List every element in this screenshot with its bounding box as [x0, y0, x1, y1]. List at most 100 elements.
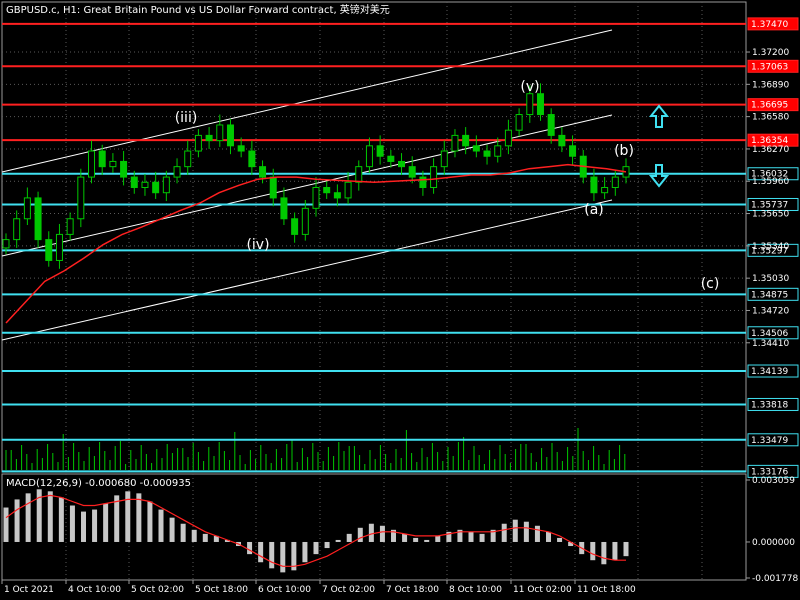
candle-body [120, 160, 128, 178]
macd-hist-bar [158, 509, 164, 542]
macd-hist-bar [601, 541, 607, 565]
candle-body [590, 176, 598, 194]
macd-hist-bar [523, 521, 529, 542]
cyan-level-tag [747, 364, 799, 378]
candle-body [184, 150, 192, 168]
macd-hist-bar [224, 539, 230, 542]
wave-label: (iii) [175, 110, 198, 126]
candle-body [45, 239, 53, 261]
candle-body [312, 186, 320, 209]
candle-body [398, 160, 406, 168]
macd-hist-bar [313, 541, 319, 555]
time-tick-label: 1 Oct 2021 [4, 585, 54, 595]
candle-body [237, 145, 245, 152]
cyan-level-tag [747, 167, 799, 181]
candle-body [515, 114, 523, 131]
macd-hist-bar [413, 537, 419, 542]
candle-body [23, 197, 31, 220]
candle-body [472, 145, 480, 152]
macd-hist-bar [590, 541, 596, 561]
macd-hist-bar [612, 541, 618, 561]
candle-body [430, 166, 438, 188]
candle-body [162, 176, 170, 194]
ma-line [5, 163, 627, 324]
macd-label: MACD(12,26,9) -0.000680 -0.000935 [6, 478, 191, 489]
red-level-label: 1.37470 [751, 20, 788, 30]
candle-body [494, 145, 502, 157]
arrow-down-icon [648, 164, 670, 188]
candle-body [259, 166, 267, 178]
macd-hist-bar [291, 541, 297, 571]
cyan-level-tag [747, 197, 799, 211]
time-tick-label: 6 Oct 10:00 [258, 585, 311, 595]
macd-panel: 0.003059 0.000000 -0.001778 [3, 476, 798, 584]
macd-hist-bar [180, 523, 186, 542]
time-tick-label: 4 Oct 10:00 [68, 585, 121, 595]
candle-body [77, 176, 85, 220]
candle-body [13, 218, 21, 241]
moving-average [5, 163, 627, 324]
time-tick-label: 5 Oct 02:00 [131, 585, 184, 595]
candle-body [98, 150, 106, 168]
macd-hist-bar [568, 541, 574, 547]
macd-hist-bar [247, 541, 253, 555]
wave-label: (v) [520, 79, 539, 95]
macd-hist-bar [114, 495, 120, 542]
macd-hist-bar [402, 533, 408, 542]
macd-hist-bar [202, 533, 208, 542]
candle-body [216, 124, 224, 142]
red-level-label: 1.37063 [751, 62, 788, 72]
macd-hist-bar [125, 491, 131, 542]
red-level-label: 1.36354 [751, 136, 788, 146]
candle-body [376, 145, 384, 157]
candle-body [55, 233, 63, 261]
macd-hist-bar [147, 501, 153, 542]
candle-body [355, 166, 363, 183]
macd-hist-bar [391, 529, 396, 542]
candle-body [344, 181, 352, 199]
candle-body [365, 145, 373, 168]
candle-body [569, 145, 577, 157]
macd-hist-bar [81, 511, 86, 542]
macd-hist-bar [302, 541, 308, 563]
candle-body [280, 197, 288, 220]
price-tick-label: 1.36270 [752, 145, 789, 155]
macd-hist-bar [269, 541, 275, 569]
macd-hist-bar [534, 525, 540, 542]
candle-body [419, 176, 427, 188]
cyan-level-label: 1.34875 [751, 290, 788, 300]
macd-hist-bar [379, 525, 385, 542]
candle-body [451, 134, 459, 152]
candle-body [152, 181, 160, 194]
macd-hist-bar [446, 531, 452, 542]
cyan-level-label: 1.33479 [751, 436, 788, 446]
cyan-level-label: 1.34139 [751, 367, 788, 377]
candle-body [109, 160, 117, 168]
cyan-level-tag [747, 433, 799, 447]
macd-hist-bar [623, 541, 629, 557]
macd-tick-label: 0.000000 [752, 538, 795, 548]
macd-hist-bar [191, 529, 197, 542]
candle-body [504, 129, 512, 147]
red-level-tag [747, 59, 799, 73]
candle-body [269, 176, 277, 199]
price-tick-label: 1.34720 [752, 306, 789, 316]
macd-tick-label: -0.001778 [752, 574, 798, 584]
wave-label: (b) [614, 143, 634, 159]
time-tick-label: 11 Oct 18:00 [577, 585, 636, 595]
macd-hist-bar [512, 519, 518, 542]
macd-plot-frame [1, 473, 747, 581]
price-tick-label: 1.35340 [752, 242, 789, 252]
price-tick-label: 1.35030 [752, 274, 789, 284]
signal-arrows [648, 104, 670, 188]
candle-body [291, 218, 299, 235]
macd-hist-bar [58, 497, 64, 542]
candles [2, 83, 630, 269]
price-tick-label: 1.36890 [752, 80, 789, 90]
macd-hist-bar [368, 523, 374, 542]
candle-body [536, 93, 544, 116]
macd-hist-bar [357, 527, 363, 542]
cyan-level-tag [747, 397, 799, 411]
